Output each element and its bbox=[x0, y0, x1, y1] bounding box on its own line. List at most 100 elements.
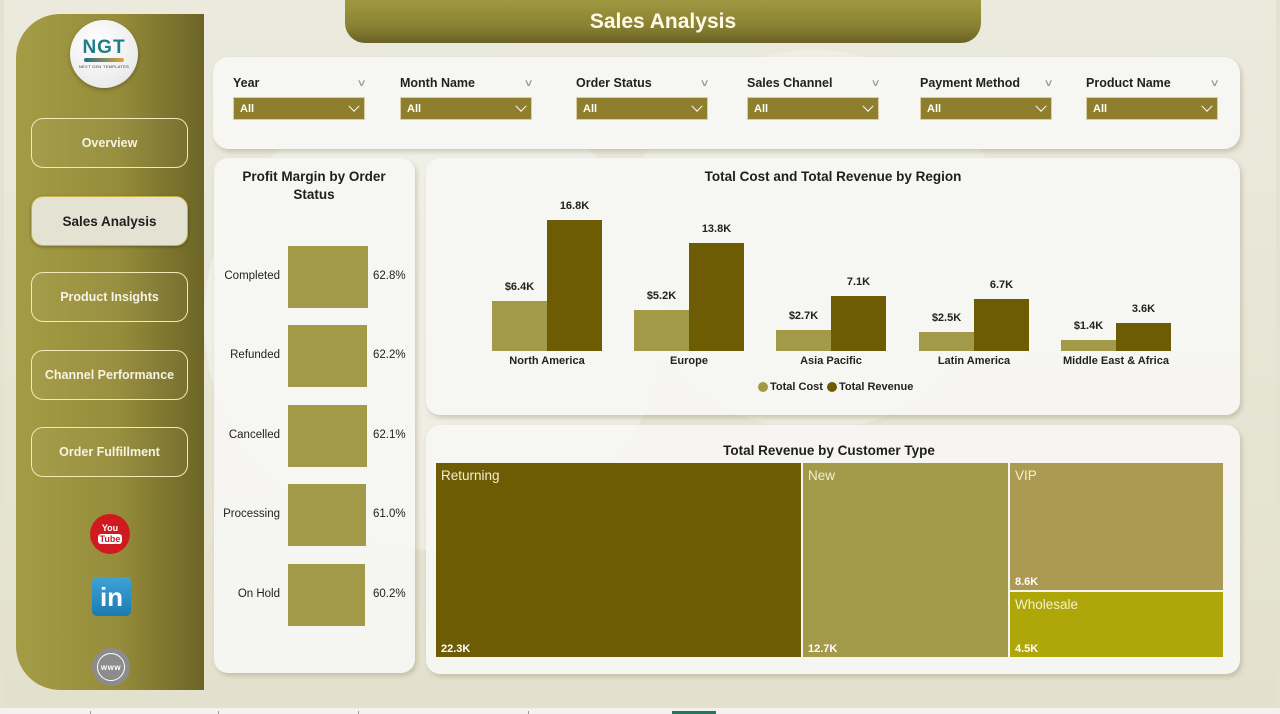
active-page-tab[interactable] bbox=[672, 711, 716, 714]
slicer-label: Sales Channel bbox=[747, 76, 833, 90]
logo-swoosh-icon bbox=[84, 58, 124, 62]
nav-sales-analysis-button[interactable]: Sales Analysis bbox=[31, 196, 188, 246]
total-cost-bar[interactable] bbox=[1061, 340, 1116, 351]
chart-title: Total Revenue by Customer Type bbox=[723, 443, 935, 458]
value-label: 60.2% bbox=[373, 588, 406, 600]
month-name-dropdown[interactable]: All bbox=[400, 97, 532, 120]
category-label: Completed bbox=[224, 270, 280, 282]
tile-label: Wholesale bbox=[1015, 597, 1079, 612]
slicer-label: Payment Method bbox=[920, 76, 1021, 90]
cost-value-label: $5.2K bbox=[646, 290, 677, 302]
chevron-down-icon[interactable]: ∨ bbox=[1209, 77, 1220, 89]
region-category-label: North America bbox=[509, 355, 585, 367]
nav-label: Product Insights bbox=[60, 290, 159, 304]
region-category-label: Asia Pacific bbox=[800, 355, 862, 367]
treemap-tile-wholesale[interactable]: Wholesale 4.5K bbox=[1010, 592, 1223, 657]
profit-margin-bar[interactable] bbox=[288, 325, 367, 387]
total-revenue-bar[interactable] bbox=[974, 299, 1029, 351]
chevron-down-icon[interactable]: ∨ bbox=[523, 77, 534, 89]
revenue-value-label: 7.1K bbox=[846, 276, 871, 288]
tile-value: 22.3K bbox=[441, 643, 471, 655]
youtube-icon[interactable]: You Tube bbox=[90, 514, 130, 554]
chart-legend: Total Cost Total Revenue bbox=[758, 381, 913, 393]
slicer-label: Month Name bbox=[400, 76, 475, 90]
profit-margin-bar[interactable] bbox=[288, 484, 366, 546]
value-label: 62.8% bbox=[373, 270, 406, 282]
revenue-value-label: 13.8K bbox=[701, 223, 732, 235]
payment-method-slicer: Payment Method ∨ All bbox=[920, 75, 1054, 120]
chevron-down-icon[interactable]: ∨ bbox=[356, 77, 367, 89]
treemap-tile-new[interactable]: New 12.7K bbox=[803, 463, 1008, 657]
value-label: 62.1% bbox=[373, 429, 406, 441]
total-cost-bar[interactable] bbox=[492, 301, 547, 351]
logo-subtitle: NEXT GEN TEMPLATES bbox=[78, 64, 130, 69]
treemap-tile-returning[interactable]: Returning 22.3K bbox=[436, 463, 801, 657]
nav-channel-performance-button[interactable]: Channel Performance bbox=[31, 350, 188, 400]
total-revenue-bar[interactable] bbox=[547, 220, 602, 351]
nav-label: Channel Performance bbox=[44, 368, 175, 382]
legend-label: Total Cost bbox=[770, 381, 823, 393]
nav-product-insights-button[interactable]: Product Insights bbox=[31, 272, 188, 322]
region-category-label: Latin America bbox=[937, 355, 1011, 367]
cost-value-label: $2.5K bbox=[931, 312, 962, 324]
order-status-dropdown[interactable]: All bbox=[576, 97, 708, 120]
nav-overview-button[interactable]: Overview bbox=[31, 118, 188, 168]
category-label: On Hold bbox=[237, 588, 280, 600]
sales-channel-dropdown[interactable]: All bbox=[747, 97, 879, 120]
chevron-down-icon bbox=[348, 100, 360, 112]
nav-label: Order Fulfillment bbox=[59, 445, 160, 459]
ngt-logo: NGT NEXT GEN TEMPLATES bbox=[70, 20, 138, 88]
bar-row: Processing 61.0% bbox=[214, 484, 415, 546]
total-revenue-bar[interactable] bbox=[831, 296, 886, 351]
cost-value-label: $2.7K bbox=[788, 310, 819, 322]
bar-row: Completed 62.8% bbox=[214, 246, 415, 308]
profit-margin-chart: Profit Margin by Order Status Completed 6… bbox=[214, 158, 415, 673]
year-dropdown[interactable]: All bbox=[233, 97, 365, 120]
tile-label: New bbox=[808, 468, 836, 483]
total-cost-bar[interactable] bbox=[634, 310, 689, 351]
year-slicer: Year ∨ All bbox=[233, 75, 367, 120]
dropdown-value: All bbox=[407, 102, 422, 115]
cost-value-label: $1.4K bbox=[1073, 320, 1104, 332]
chevron-down-icon bbox=[515, 100, 527, 112]
legend-item-total-revenue[interactable]: Total Revenue bbox=[826, 381, 913, 393]
chart-title: Profit Margin by Order Status bbox=[242, 169, 386, 202]
total-cost-bar[interactable] bbox=[919, 332, 974, 351]
region-category-label: Europe bbox=[670, 355, 708, 367]
total-revenue-bar[interactable] bbox=[689, 243, 744, 351]
legend-item-total-cost[interactable]: Total Cost bbox=[758, 381, 823, 393]
total-cost-bar[interactable] bbox=[776, 330, 831, 351]
nav-order-fulfillment-button[interactable]: Order Fulfillment bbox=[31, 427, 188, 477]
month-name-slicer: Month Name ∨ All bbox=[400, 75, 534, 120]
linkedin-icon[interactable]: in bbox=[92, 577, 131, 616]
product-name-slicer: Product Name ∨ All bbox=[1086, 75, 1220, 120]
treemap-tile-vip[interactable]: VIP 8.6K bbox=[1010, 463, 1223, 590]
product-name-dropdown[interactable]: All bbox=[1086, 97, 1218, 120]
page-tab-strip bbox=[0, 708, 1280, 714]
sales-channel-slicer: Sales Channel ∨ All bbox=[747, 75, 881, 120]
chevron-down-icon[interactable]: ∨ bbox=[870, 77, 881, 89]
website-text: www bbox=[97, 653, 125, 681]
tile-value: 12.7K bbox=[808, 643, 838, 655]
payment-method-dropdown[interactable]: All bbox=[920, 97, 1052, 120]
tab-divider bbox=[528, 711, 529, 714]
profit-margin-bar[interactable] bbox=[288, 405, 367, 467]
bar-row: Refunded 62.2% bbox=[214, 325, 415, 387]
category-label: Cancelled bbox=[228, 429, 280, 441]
chevron-down-icon[interactable]: ∨ bbox=[699, 77, 710, 89]
filter-panel: Year ∨ All Month Name ∨ All Order Status ∨ … bbox=[213, 57, 1240, 149]
tile-value: 8.6K bbox=[1015, 576, 1039, 588]
bar-row: On Hold 60.2% bbox=[214, 564, 415, 626]
dropdown-value: All bbox=[754, 102, 769, 115]
chevron-down-icon[interactable]: ∨ bbox=[1043, 77, 1054, 89]
chevron-down-icon bbox=[691, 100, 703, 112]
category-label: Refunded bbox=[230, 349, 280, 361]
profit-margin-bar[interactable] bbox=[288, 564, 365, 626]
revenue-value-label: 16.8K bbox=[559, 200, 590, 212]
total-revenue-bar[interactable] bbox=[1116, 323, 1171, 351]
legend-dot-icon bbox=[826, 382, 837, 392]
profit-margin-bar[interactable] bbox=[288, 246, 368, 308]
sidebar: NGT NEXT GEN TEMPLATES Overview Sales An… bbox=[16, 14, 204, 690]
website-globe-icon[interactable]: www bbox=[92, 648, 130, 686]
tile-label: Returning bbox=[441, 468, 500, 483]
